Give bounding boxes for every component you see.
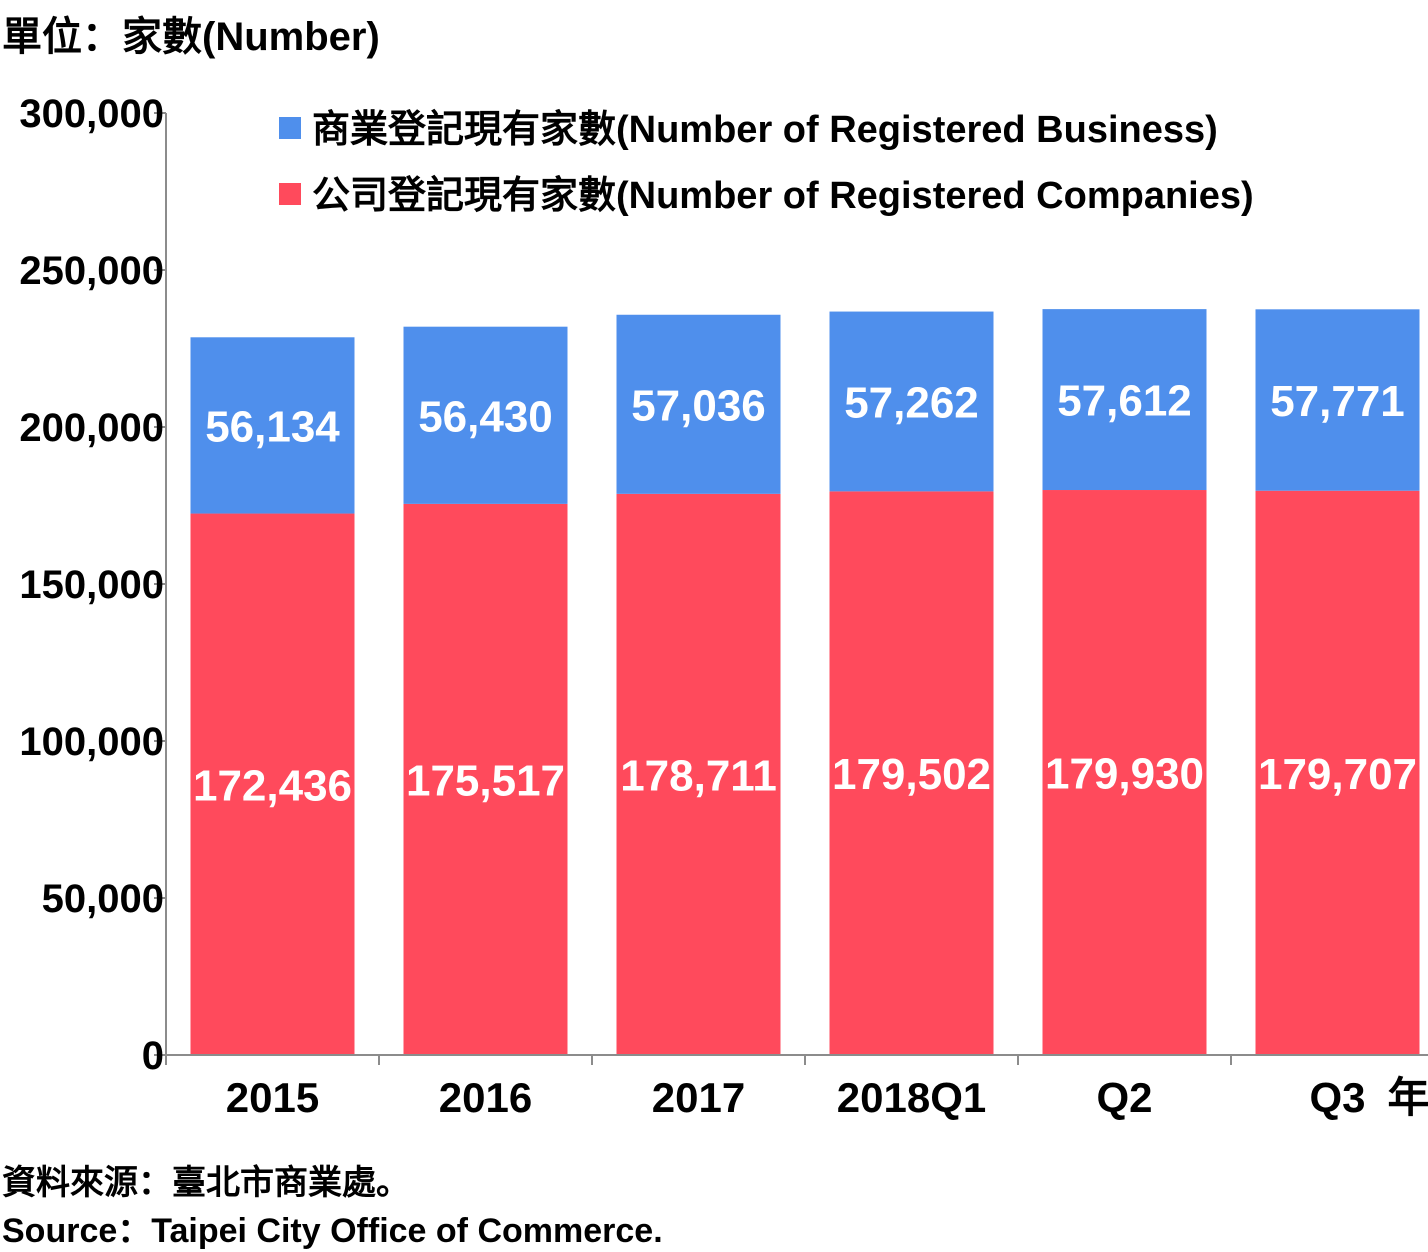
- y-tick-label-4: 200,000: [19, 406, 164, 450]
- label-business-3: 57,262: [844, 378, 979, 427]
- x-tick-label-1: 2016: [439, 1074, 532, 1121]
- label-companies-4: 179,930: [1045, 750, 1204, 799]
- legend-swatch-companies: [279, 183, 301, 205]
- x-tick-label-2: 2017: [652, 1074, 745, 1121]
- label-business-5: 57,771: [1270, 377, 1405, 426]
- label-business-2: 57,036: [631, 381, 766, 430]
- x-tick-label-5: Q3: [1309, 1074, 1365, 1121]
- label-business-0: 56,134: [205, 402, 340, 451]
- x-tick-label-4: Q2: [1096, 1074, 1152, 1121]
- label-companies-2: 178,711: [620, 751, 777, 800]
- label-companies-0: 172,436: [193, 761, 352, 810]
- y-tick-label-1: 50,000: [42, 877, 164, 921]
- source-zh: 資料來源：臺北市商業處。: [2, 1155, 410, 1204]
- x-tick-label-0: 2015: [226, 1074, 319, 1121]
- bars-layer: [191, 309, 1420, 1055]
- data-labels-layer: 172,436 56,134 175,517 56,430 178,711 57,036 1…: [193, 377, 1417, 811]
- label-business-4: 57,612: [1057, 377, 1192, 426]
- label-companies-5: 179,707: [1258, 750, 1417, 799]
- x-tick-label-3: 2018Q1: [837, 1074, 986, 1121]
- y-tick-label-6: 300,000: [19, 92, 164, 136]
- y-tick-label-5: 250,000: [19, 249, 164, 293]
- x-axis-year-suffix: 年: [1388, 1074, 1428, 1121]
- legend-label-companies: 公司登記現有家數(Number of Registered Companies): [312, 175, 1254, 217]
- label-business-1: 56,430: [418, 392, 553, 441]
- y-tick-label-2: 100,000: [19, 720, 164, 764]
- legend-swatch-business: [279, 117, 301, 139]
- legend-label-business: 商業登記現有家數(Number of Registered Business): [312, 109, 1218, 151]
- source-en: Source：Taipei City Office of Commerce.: [2, 1203, 663, 1252]
- label-companies-3: 179,502: [832, 750, 991, 799]
- label-companies-1: 175,517: [406, 756, 565, 805]
- legend: 商業登記現有家數(Number of Registered Business) …: [279, 109, 1254, 217]
- y-tick-label-3: 150,000: [19, 563, 164, 607]
- y-tick-label-0: 0: [142, 1034, 164, 1078]
